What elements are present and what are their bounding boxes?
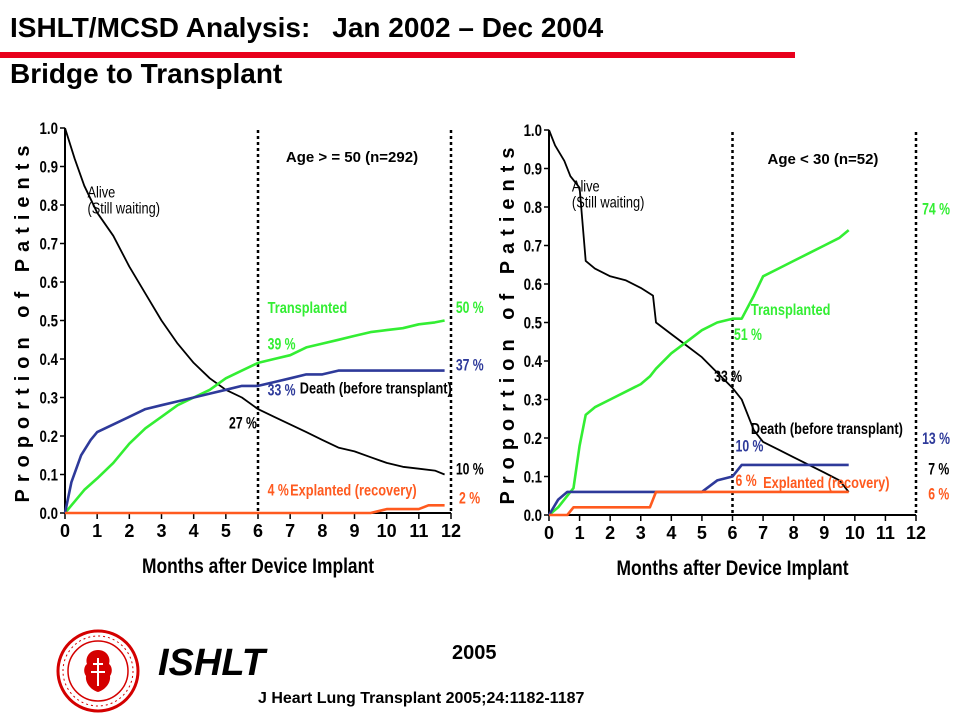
series-label-death-before-transplant: Death (before transplant)	[751, 421, 903, 439]
x-tick-label: 12	[906, 523, 926, 543]
series-line-alive-still-waiting	[64, 127, 445, 476]
data-label-explanted: 6 %	[736, 472, 757, 490]
y-tick-label: 0.3	[40, 389, 58, 408]
y-tick-label: 0.7	[524, 237, 542, 256]
brand-name: ISHLT	[158, 642, 265, 684]
y-tick-label: 1.0	[524, 122, 542, 141]
data-label-transplanted: 39 %	[268, 336, 296, 354]
series-line-explanted-recovery	[549, 490, 849, 517]
y-tick-label: 0.5	[40, 312, 59, 331]
x-tick-label: 7	[758, 523, 768, 543]
y-tick-label: 0.0	[40, 505, 58, 524]
series-label-alive-still-waiting: Alive	[572, 178, 600, 196]
data-label-death: 37 %	[456, 357, 484, 375]
x-tick-label: 9	[349, 521, 359, 541]
chart-age-under-30: 0.00.10.20.30.40.50.60.70.80.91.00 1 2 3 4 5 6…	[497, 122, 950, 580]
series-label-alive-still-waiting: (Still waiting)	[88, 200, 160, 218]
data-label-alive: 10 %	[456, 461, 484, 479]
x-tick-label: 2	[124, 521, 134, 541]
x-tick-label: 5	[697, 523, 707, 543]
x-tick-label: 3	[156, 521, 166, 541]
chart-subtitle: Age < 30 (n=52)	[768, 151, 879, 168]
x-tick-label: 0	[544, 523, 554, 543]
y-tick-label: 0.3	[524, 391, 542, 410]
x-tick-label: 8	[317, 521, 327, 541]
x-tick-label: 6	[727, 523, 737, 543]
series-label-death-before-transplant: Death (before transplant)	[300, 380, 452, 398]
series-line-explanted-recovery	[65, 503, 445, 515]
data-label-death: 10 %	[736, 438, 764, 456]
y-tick-label: 0.4	[524, 353, 543, 372]
data-label-alive: 27 %	[229, 415, 257, 433]
y-tick-label: 0.8	[524, 199, 542, 218]
data-label-death: 33 %	[268, 382, 296, 400]
y-tick-label: 0.1	[524, 468, 543, 487]
y-tick-label: 0.5	[524, 314, 543, 333]
x-tick-label: 10	[377, 521, 397, 541]
data-label-alive: 7 %	[928, 461, 949, 479]
chart-age-50-plus: 0.00.10.20.30.40.50.60.70.80.91.00 1 2 3 4 5 6…	[12, 120, 484, 578]
series-label-alive-still-waiting: (Still waiting)	[572, 194, 644, 212]
x-tick-label: 11	[876, 523, 895, 543]
x-tick-label: 4	[666, 523, 676, 543]
data-label-transplanted: 51 %	[734, 326, 762, 344]
y-axis-label: Proportion of Patients	[12, 139, 34, 503]
title-underline	[0, 52, 795, 58]
x-tick-label: 5	[221, 521, 231, 541]
x-axis-label: Months after Device Implant	[142, 555, 374, 578]
x-tick-label: 2	[605, 523, 615, 543]
y-tick-label: 0.6	[40, 274, 58, 293]
series-label-explanted-recovery: Explanted (recovery)	[290, 482, 417, 500]
series-label-alive-still-waiting: Alive	[88, 184, 116, 202]
slide-title-period: Jan 2002 – Dec 2004	[332, 12, 604, 43]
y-tick-label: 0.1	[40, 466, 59, 485]
series-line-death-before-transplant	[63, 369, 445, 514]
data-label-transplanted: 50 %	[456, 299, 484, 317]
x-tick-label: 3	[636, 523, 646, 543]
y-tick-label: 0.2	[40, 428, 58, 447]
x-tick-label: 11	[409, 521, 428, 541]
x-tick-label: 10	[845, 523, 865, 543]
y-tick-label: 0.9	[524, 160, 542, 179]
chart-subtitle: Age > = 50 (n=292)	[286, 149, 418, 166]
y-tick-label: 0.9	[40, 158, 58, 177]
report-year: 2005	[452, 642, 497, 664]
citation: J Heart Lung Transplant 2005;24:1182-118…	[258, 690, 585, 707]
x-axis-label: Months after Device Implant	[617, 557, 849, 580]
x-tick-label: 6	[253, 521, 263, 541]
data-label-death: 13 %	[922, 430, 950, 448]
y-tick-label: 0.8	[40, 197, 58, 216]
x-tick-label: 12	[441, 521, 461, 541]
y-tick-label: 0.4	[40, 351, 59, 370]
x-tick-label: 1	[92, 521, 102, 541]
x-tick-label: 1	[575, 523, 585, 543]
x-tick-label: 0	[60, 521, 70, 541]
series-label-transplanted: Transplanted	[751, 302, 831, 320]
slide-title-analysis: ISHLT/MCSD Analysis:	[10, 12, 311, 43]
y-tick-label: 0.0	[524, 507, 542, 526]
x-tick-label: 9	[819, 523, 829, 543]
y-tick-label: 0.6	[524, 276, 542, 295]
data-label-transplanted: 74 %	[922, 201, 950, 219]
data-label-explanted: 4 %	[268, 482, 289, 500]
y-tick-label: 0.2	[524, 430, 542, 449]
ishlt-logo-icon	[56, 629, 140, 713]
x-tick-label: 4	[189, 521, 199, 541]
x-tick-label: 8	[789, 523, 799, 543]
x-tick-label: 7	[285, 521, 295, 541]
series-line-transplanted	[64, 319, 445, 514]
series-label-transplanted: Transplanted	[268, 300, 348, 318]
series-line-alive-still-waiting	[548, 129, 850, 493]
y-axis-label: Proportion of Patients	[497, 141, 519, 505]
slide-title-line-1: ISHLT/MCSD Analysis: Jan 2002 – Dec 2004	[10, 12, 603, 44]
series-line-transplanted	[548, 229, 850, 516]
data-label-explanted: 6 %	[928, 486, 949, 504]
data-label-alive: 33 %	[714, 368, 742, 386]
y-tick-label: 1.0	[40, 120, 58, 139]
series-label-explanted-recovery: Explanted (recovery)	[763, 475, 890, 493]
slide-title-line-2: Bridge to Transplant	[10, 58, 283, 89]
y-tick-label: 0.7	[40, 235, 58, 254]
data-label-explanted: 2 %	[459, 490, 480, 508]
